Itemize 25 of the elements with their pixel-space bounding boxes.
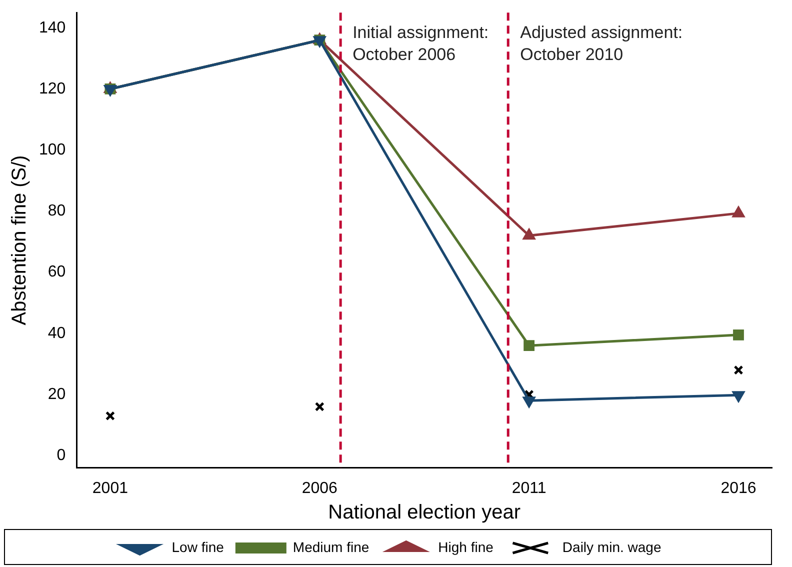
x-tick-label: 2006	[302, 480, 338, 497]
ref-line-label: Adjusted assignment: October 2010	[520, 22, 683, 64]
y-tick-label: 20	[48, 386, 66, 403]
legend-label: Daily min. wage	[562, 538, 662, 555]
x-tick-label: 2016	[720, 480, 756, 497]
x-axis-title: National election year	[328, 502, 521, 524]
x-tick-label: 2011	[512, 480, 546, 497]
legend-label: Low fine	[172, 538, 224, 555]
legend-label: Medium fine	[292, 538, 370, 555]
x-tick-label: 2001	[92, 480, 128, 497]
point	[314, 402, 324, 412]
y-tick-label: 120	[38, 80, 66, 98]
point	[733, 329, 744, 340]
y-tick-label: 100	[38, 141, 66, 158]
y-tick-label: 40	[48, 324, 66, 342]
ref-line-label: Initial assignment: October 2006	[352, 22, 489, 64]
point	[524, 340, 535, 352]
y-tick-label: 140	[38, 19, 66, 36]
point	[105, 411, 115, 421]
y-tick-label: 60	[48, 264, 66, 281]
y-axis-title: Abstention fine (S/)	[8, 155, 31, 326]
legend-label: High fine	[438, 538, 494, 555]
y-tick-label: 80	[48, 202, 66, 220]
point	[734, 365, 744, 375]
y-tick-label: 0	[56, 446, 66, 464]
